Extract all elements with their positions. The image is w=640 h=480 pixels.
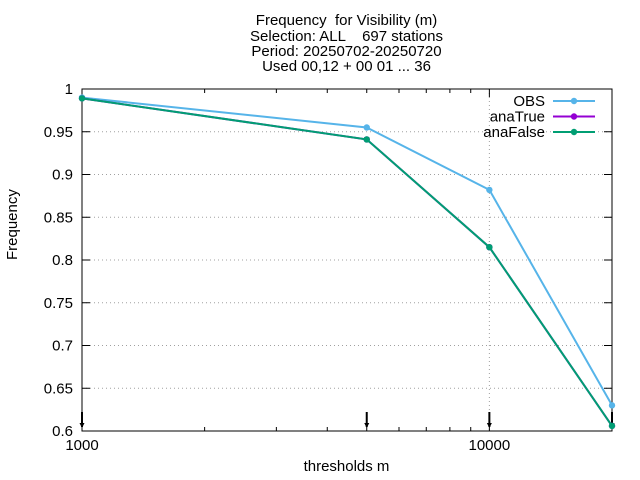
plot-frame — [81, 88, 613, 432]
x-data-marker-arrow — [364, 423, 370, 428]
legend-marker-OBS — [570, 97, 578, 105]
legend-marker-anaFalse — [570, 128, 578, 136]
y-tick-label: 0.8 — [52, 252, 73, 269]
data-point-anaFalse — [78, 95, 86, 102]
y-tick-label: 0.85 — [44, 209, 73, 226]
y-tick-label: 0.7 — [52, 338, 73, 355]
chart-title-line-4: Used 00,12 + 00 01 ... 36 — [262, 58, 431, 75]
legend-label-anaTrue: anaTrue — [490, 109, 545, 126]
x-axis-label: thresholds m — [303, 458, 390, 475]
x-data-marker-arrow — [486, 423, 492, 428]
data-point-OBS — [363, 124, 370, 131]
legend-label-anaFalse: anaFalse — [483, 124, 545, 141]
data-point-anaFalse — [608, 422, 616, 430]
chart-title-line-3: Period: 20250702-20250720 — [251, 43, 442, 60]
y-tick-label: 0.6 — [52, 423, 73, 440]
series-line-anaTrue — [81, 97, 613, 427]
y-tick-label: 0.9 — [52, 167, 73, 184]
y-tick-label: 0.95 — [44, 124, 73, 141]
data-point-anaFalse — [486, 243, 493, 251]
y-tick-label: 0.65 — [44, 380, 73, 397]
data-point-OBS — [608, 402, 616, 409]
y-tick-label: 0.75 — [44, 295, 73, 312]
series-line-OBS — [81, 96, 613, 406]
series-line-anaFalse — [81, 97, 613, 427]
data-point-anaFalse — [363, 136, 370, 143]
x-tick-label: 10000 — [469, 437, 511, 454]
legend-label-OBS: OBS — [513, 93, 545, 110]
chart-title-line-1: Frequency for Visibility (m) — [255, 12, 438, 29]
x-tick-label: 1000 — [65, 437, 98, 454]
chart-title-line-2: Selection: ALL 697 stations — [250, 28, 443, 45]
y-tick-label: 1 — [65, 81, 73, 98]
data-point-OBS — [486, 186, 493, 194]
legend-marker-anaTrue — [570, 113, 578, 120]
